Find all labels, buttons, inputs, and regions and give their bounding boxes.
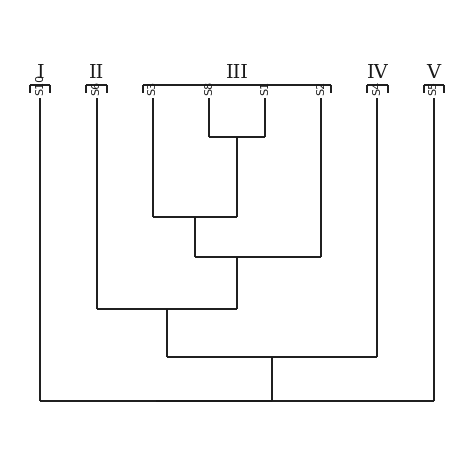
Text: II: II: [89, 64, 104, 82]
Text: S1: S1: [260, 81, 270, 95]
Text: S10: S10: [36, 74, 46, 95]
Text: S5: S5: [428, 81, 438, 95]
Text: III: III: [226, 64, 248, 82]
Text: S4: S4: [373, 81, 383, 95]
Text: S2: S2: [316, 81, 326, 95]
Text: V: V: [427, 64, 441, 82]
Text: IV: IV: [366, 64, 388, 82]
Text: I: I: [36, 64, 44, 82]
Text: S8: S8: [204, 81, 214, 95]
Text: S3: S3: [148, 81, 158, 95]
Text: S6: S6: [91, 81, 101, 95]
